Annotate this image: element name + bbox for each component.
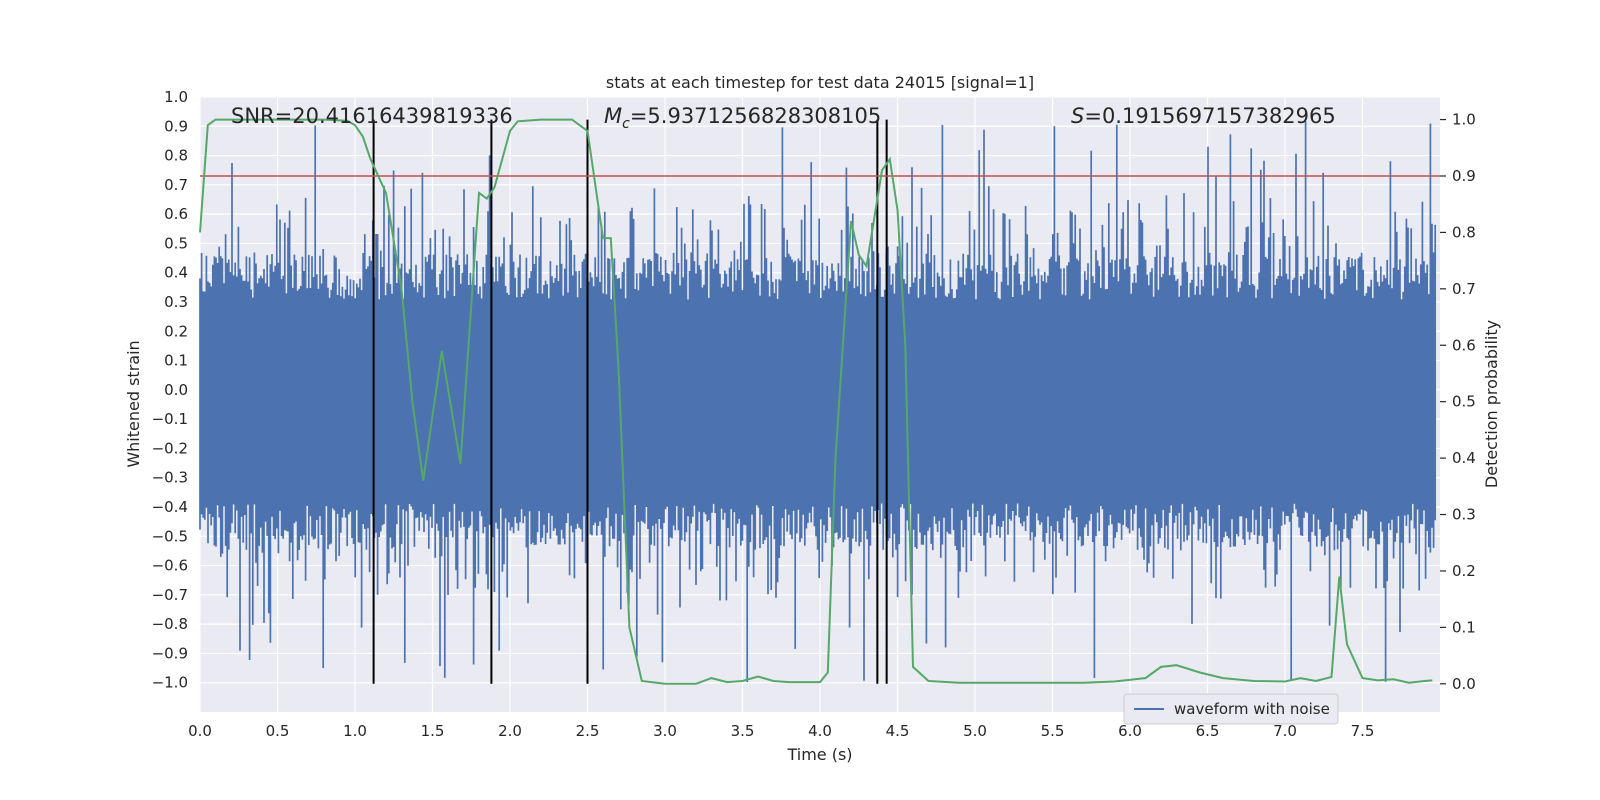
y-tick-label-19: −0.9: [152, 644, 188, 662]
x-axis-ticks: 0.0 0.5 1.0 1.5 2.0 2.5 3.0 3.5 4.0 4.5 5.0 5.5 6.0 6…: [188, 722, 1374, 740]
vertical-lines: [372, 119, 888, 684]
y-tick-label-16: −0.6: [152, 557, 188, 575]
y-tick-label-5: 0.5: [164, 234, 188, 252]
y2-tick-label-6: 0.4: [1452, 449, 1476, 467]
y-tick-label-11: −0.1: [152, 410, 188, 428]
legend-label: waveform with noise: [1174, 700, 1330, 718]
s-annotation: S=0.1915697157382965: [1071, 104, 1336, 128]
y-tick-label-3: 0.7: [164, 176, 188, 194]
chirp-mass-symbol: M: [604, 104, 622, 128]
y-tick-label-10: 0.0: [164, 381, 188, 399]
series-detection-probability: [199, 118, 1433, 685]
x-axis-label: Time (s): [786, 745, 852, 764]
y2-tick-label-10: 0.0: [1452, 675, 1476, 693]
legend-box: [1123, 693, 1339, 725]
y-tick-label-7: 0.3: [164, 293, 188, 311]
x-tick-label-11: 5.5: [1041, 722, 1065, 740]
x-tick-label-7: 3.5: [731, 722, 755, 740]
x-tick-label-6: 3.0: [653, 722, 677, 740]
y-tick-label-8: 0.2: [164, 322, 188, 340]
y-tick-label-4: 0.6: [164, 205, 188, 223]
y-tick-label-6: 0.4: [164, 264, 188, 282]
y2-axis-ticks: 1.0 0.9 0.8 0.7 0.6 0.5 0.4 0.3 0.2 0.1 0.0: [1440, 111, 1476, 693]
y-tick-label-2: 0.8: [164, 147, 188, 165]
x-tick-label-5: 2.5: [576, 722, 600, 740]
chirp-mass-subscript: c: [622, 116, 630, 132]
y-tick-label-17: −0.7: [152, 586, 188, 604]
y-tick-label-13: −0.3: [152, 469, 188, 487]
x-tick-label-15: 7.5: [1351, 722, 1375, 740]
x-tick-label-4: 2.0: [498, 722, 522, 740]
chart-title: stats at each timestep for test data 240…: [606, 73, 1034, 92]
y2-tick-label-1: 0.9: [1452, 167, 1476, 185]
x-tick-label-9: 4.5: [886, 722, 910, 740]
x-tick-label-3: 1.5: [421, 722, 445, 740]
y-tick-label-0: 1.0: [164, 88, 188, 106]
y2-tick-label-7: 0.3: [1452, 506, 1476, 524]
y-tick-label-1: 0.9: [164, 117, 188, 135]
chirp-mass-value: =5.9371256828308105: [630, 104, 881, 128]
y-tick-label-14: −0.4: [152, 498, 188, 516]
y-tick-label-20: −1.0: [152, 674, 188, 692]
s-symbol: S: [1071, 104, 1084, 128]
y-axis-ticks: 1.0 0.9 0.8 0.7 0.6 0.5 0.4 0.3 0.2 0.1 0.0 −0.1 −0.…: [152, 88, 188, 692]
probability-line: [199, 118, 1433, 685]
legend: waveform with noise: [1123, 693, 1339, 725]
s-value: =0.1915697157382965: [1084, 104, 1335, 128]
y-tick-label-18: −0.8: [152, 615, 188, 633]
y-tick-label-9: 0.1: [164, 352, 188, 370]
x-tick-label-1: 0.5: [266, 722, 290, 740]
snr-annotation: SNR=20.41616439819336: [231, 104, 513, 128]
chirp-mass-annotation: Mc=5.9371256828308105: [604, 104, 881, 132]
y2-tick-label-2: 0.8: [1452, 223, 1476, 241]
y2-axis-label: Detection probability: [1482, 320, 1501, 488]
x-tick-label-2: 1.0: [343, 722, 367, 740]
y-axis-label: Whitened strain: [124, 340, 143, 467]
x-tick-label-8: 4.0: [808, 722, 832, 740]
x-tick-label-12: 6.0: [1118, 722, 1142, 740]
y2-tick-label-5: 0.5: [1452, 393, 1476, 411]
x-tick-label-10: 5.0: [963, 722, 987, 740]
y-tick-label-12: −0.2: [152, 439, 188, 457]
y2-tick-label-8: 0.2: [1452, 562, 1476, 580]
x-tick-label-14: 7.0: [1273, 722, 1297, 740]
y-tick-label-15: −0.5: [152, 527, 188, 545]
y2-tick-label-9: 0.1: [1452, 618, 1476, 636]
x-tick-label-13: 6.5: [1196, 722, 1220, 740]
y2-tick-label-4: 0.6: [1452, 336, 1476, 354]
x-tick-label-0: 0.0: [188, 722, 212, 740]
y2-tick-label-0: 1.0: [1452, 111, 1476, 129]
y2-tick-label-3: 0.7: [1452, 280, 1476, 298]
